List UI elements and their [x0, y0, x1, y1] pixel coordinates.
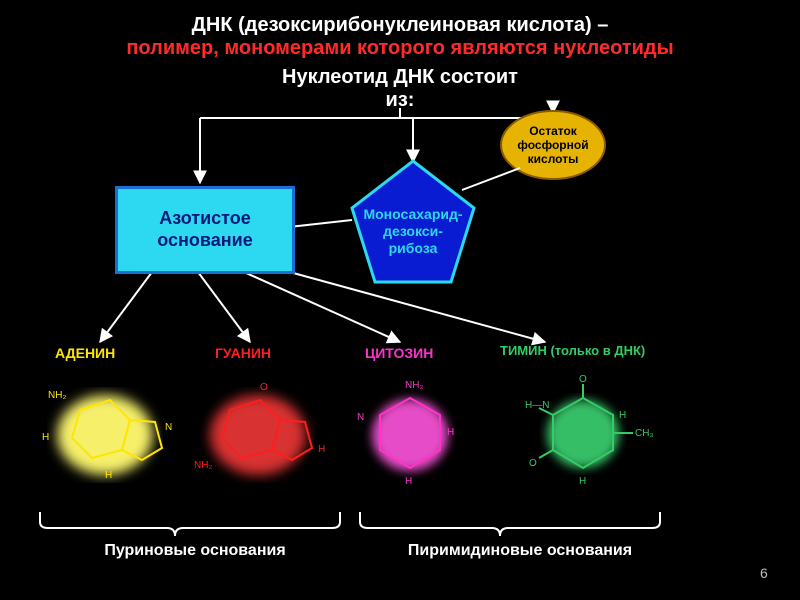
phosphate-label: Остаток фосфорной кислоты: [507, 125, 599, 166]
svg-text:NH₂: NH₂: [194, 460, 212, 471]
svg-text:H: H: [318, 444, 325, 455]
svg-text:N: N: [357, 412, 364, 423]
svg-text:O: O: [260, 382, 268, 393]
svg-text:N: N: [165, 422, 172, 433]
title-white: ДНК (дезоксирибонуклеиновая кислота) –: [192, 14, 609, 36]
thymine-label: ТИМИН (только в ДНК): [500, 343, 645, 358]
adenine-label: АДЕНИН: [55, 345, 115, 361]
cytosine-molecule: NH₂ N H H: [357, 380, 454, 487]
svg-text:O: O: [529, 458, 537, 469]
svg-text:NH₂: NH₂: [405, 380, 423, 391]
adenine-molecule: NH₂ H N H: [42, 390, 172, 481]
title-red: полимер, мономерами которого являются ну…: [126, 37, 673, 59]
svg-text:H: H: [579, 476, 586, 487]
svg-text:O: O: [579, 374, 587, 385]
svg-text:H: H: [619, 410, 626, 421]
page-number: 6: [760, 565, 768, 581]
svg-text:H—N: H—N: [525, 400, 549, 411]
subtitle: Нуклеотид ДНК состоит из:: [0, 66, 800, 112]
svg-text:H: H: [42, 432, 49, 443]
guanine-molecule: O NH₂ H: [194, 382, 325, 475]
pyrimidine-bracket: [360, 512, 660, 536]
svg-text:H: H: [405, 476, 412, 487]
svg-text:H: H: [105, 470, 112, 481]
guanine-label: ГУАНИН: [215, 345, 271, 361]
purine-bracket: [40, 512, 340, 536]
cytosine-label: ЦИТОЗИН: [365, 345, 433, 361]
svg-text:CH₃: CH₃: [635, 428, 654, 439]
purine-group-label: Пуриновые основания: [70, 542, 320, 560]
pyrimidine-group-label: Пиримидиновые основания: [380, 542, 660, 560]
svg-text:H: H: [447, 427, 454, 438]
nitrogen-base-node: Азотистое основание: [115, 186, 295, 274]
sugar-label: Моносахарид- дезокси- рибоза: [355, 206, 471, 256]
title-line: ДНК (дезоксирибонуклеиновая кислота) – п…: [0, 14, 800, 60]
thymine-molecule: O H—N CH₃ O H H: [525, 374, 654, 487]
svg-text:NH₂: NH₂: [48, 390, 66, 401]
